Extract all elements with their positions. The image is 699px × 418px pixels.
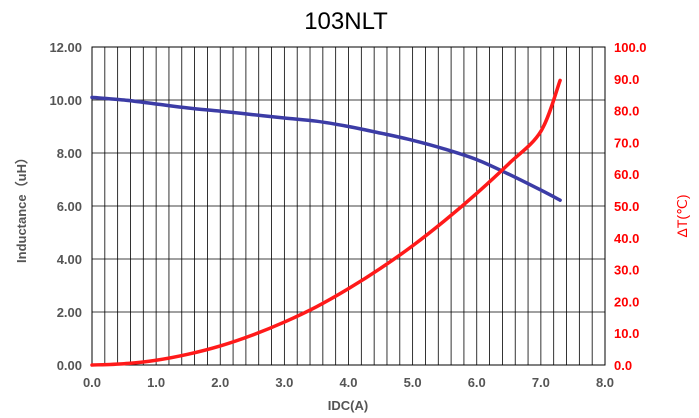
y2-tick-label: 60.0	[614, 167, 639, 182]
series-layer	[90, 78, 562, 367]
y-tick-label: 0.00	[57, 358, 82, 373]
y2-tick-label: 40.0	[614, 231, 639, 246]
x-tick-label: 1.0	[147, 375, 165, 390]
chart-title: 103NLT	[304, 8, 388, 35]
x-tick-label: 6.0	[468, 375, 486, 390]
y-tick-label: 6.00	[57, 199, 82, 214]
x-tick-label: 8.0	[596, 375, 614, 390]
y2-tick-label: 0.0	[614, 358, 632, 373]
inductance-line	[90, 95, 562, 202]
x-axis-label: IDC(A)	[328, 398, 368, 413]
y2-tick-label: 80.0	[614, 104, 639, 119]
x-tick-label: 4.0	[339, 375, 357, 390]
temperature-rise-line	[90, 78, 562, 367]
y2-tick-label: 70.0	[614, 135, 639, 150]
y-tick-label: 12.00	[49, 40, 82, 55]
y2-tick-label: 100.0	[614, 40, 647, 55]
x-tick-label: 3.0	[275, 375, 293, 390]
x-tick-label: 2.0	[211, 375, 229, 390]
y2-axis-label: ΔT(℃)	[674, 195, 690, 238]
plot-frame	[91, 46, 606, 366]
x-tick-label: 7.0	[532, 375, 550, 390]
grid	[92, 46, 605, 366]
y-tick-label: 10.00	[49, 93, 82, 108]
y-tick-label: 4.00	[57, 252, 82, 267]
y2-tick-label: 50.0	[614, 199, 639, 214]
x-tick-label: 0.0	[83, 375, 101, 390]
tick-labels: 0.00 2.00 4.00 6.00 8.00 10.00 12.00 0.0 10.0 20.…	[49, 40, 646, 390]
y2-tick-label: 10.0	[614, 326, 639, 341]
y-tick-label: 8.00	[57, 146, 82, 161]
y2-tick-label: 20.0	[614, 294, 639, 309]
y-tick-label: 2.00	[57, 305, 82, 320]
y2-tick-label: 90.0	[614, 72, 639, 87]
y2-tick-label: 30.0	[614, 263, 639, 278]
y-axis-label: Inductance（uH）	[14, 151, 29, 263]
x-tick-label: 5.0	[404, 375, 422, 390]
